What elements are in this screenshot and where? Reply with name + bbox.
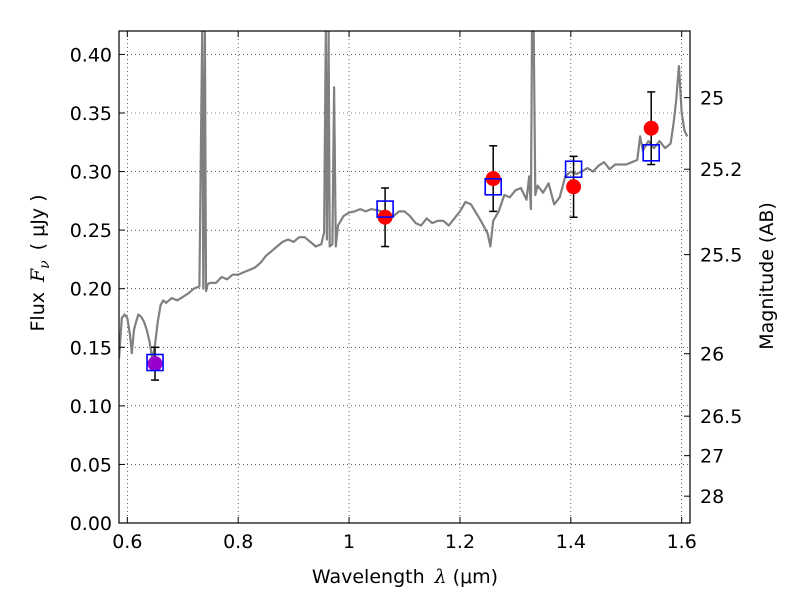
x-tick-label: 1.2: [445, 531, 475, 553]
y2-axis-label: Magnitude (AB): [756, 202, 778, 350]
y2-tick-label: 28: [700, 486, 724, 508]
x-tick-label: 1.6: [667, 531, 697, 553]
y-axis: 0.00 0.05 0.10 0.15 0.20 0.25 0.30 0.35 0.40: [70, 44, 125, 535]
model-spectrum-line: [119, 31, 689, 361]
y-axis-label-unit: ( μJy ): [27, 194, 49, 250]
x-tick-label: 0.8: [223, 531, 253, 553]
x-tick-label: 1: [343, 531, 355, 553]
y-axis-label-subscript: ν: [37, 260, 53, 269]
model-spectrum: [119, 31, 689, 361]
y2-tick-label: 25.5: [700, 245, 742, 267]
model-band-point: [484, 178, 502, 196]
observed-point: [566, 179, 582, 195]
x-axis-label-text: Wavelength: [312, 566, 425, 588]
y-tick-label: 0.05: [70, 454, 112, 476]
model-band-point: [376, 200, 394, 218]
model-band-point: [564, 160, 583, 179]
model-band-point: [146, 353, 164, 372]
x-axis-label-symbol: λ: [434, 566, 447, 588]
x-tick-label: 0.6: [112, 531, 142, 553]
y-axis-label-symbol: F: [27, 268, 49, 283]
y2-tick-label: 25.2: [700, 159, 742, 181]
x-axis-label-unit: (μm): [453, 566, 498, 588]
y-tick-label: 0.40: [70, 44, 112, 66]
observed-point: [643, 120, 659, 136]
y-tick-label: 0.15: [70, 337, 112, 359]
y-tick-label: 0.25: [70, 220, 112, 242]
x-axis-label: Wavelength λ (μm): [312, 566, 498, 588]
y-tick-label: 0.00: [70, 513, 112, 535]
y-tick-label: 0.30: [70, 162, 112, 184]
y-tick-label: 0.35: [70, 103, 112, 125]
x-axis: 0.6 0.8 1 1.2 1.4 1.6: [112, 31, 697, 553]
y-axis-label-text: Flux: [27, 292, 49, 332]
plot-frame: [118, 30, 691, 524]
y2-tick-label: 27: [700, 446, 724, 468]
observed-points: [147, 120, 659, 372]
model-band-point: [642, 144, 660, 162]
observed-point: [147, 356, 163, 372]
y2-tick-label: 26: [700, 344, 724, 366]
x-tick-label: 1.4: [556, 531, 586, 553]
y-tick-label: 0.20: [70, 279, 112, 301]
y2-tick-label: 25: [700, 88, 724, 110]
y2-axis: 25 25.2 25.5 26 26.5 27 28: [684, 88, 742, 508]
y-tick-label: 0.10: [70, 396, 112, 418]
model-band-points: [146, 144, 660, 372]
y-axis-label: Flux Fν ( μJy ): [27, 194, 53, 331]
y2-tick-label: 26.5: [700, 406, 742, 428]
